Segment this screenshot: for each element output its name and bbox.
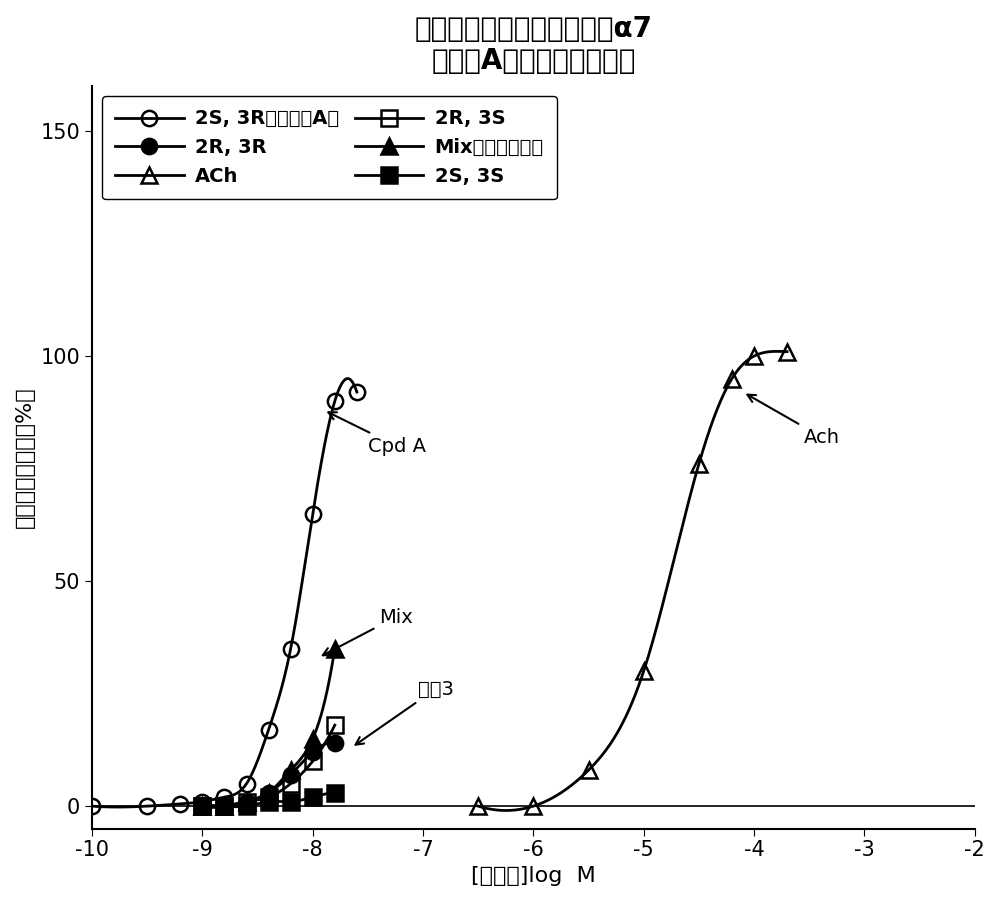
Text: Ach: Ach [747, 395, 840, 447]
Text: Cpd A: Cpd A [328, 413, 426, 456]
Y-axis label: 归一化的峰电流（%）: 归一化的峰电流（%） [15, 387, 35, 528]
Title: 哺乳细胞中全细胞记录大鼠α7
化合物A对比其立体异构体: 哺乳细胞中全细胞记录大鼠α7 化合物A对比其立体异构体 [414, 15, 652, 76]
Text: 其它3: 其它3 [356, 679, 453, 745]
Text: Mix: Mix [323, 607, 413, 655]
Legend: 2S, 3R（化合物A）, 2R, 3R, ACh, 2R, 3S, Mix（外消旋体）, 2S, 3S: 2S, 3R（化合物A）, 2R, 3R, ACh, 2R, 3S, Mix（外… [102, 96, 557, 199]
X-axis label: [激动剂]log  M: [激动剂]log M [471, 866, 596, 886]
